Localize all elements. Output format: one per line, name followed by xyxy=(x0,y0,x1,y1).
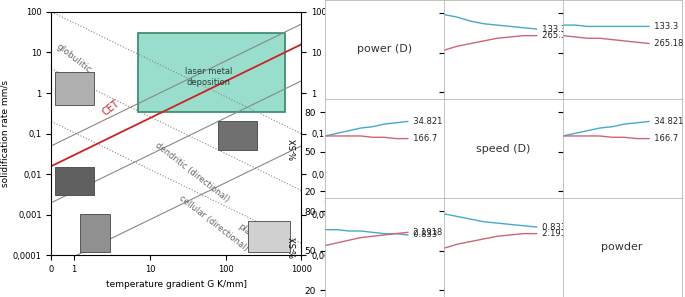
Text: %-SX: %-SX xyxy=(339,3,349,29)
Text: 265.18: 265.18 xyxy=(649,39,684,48)
Text: 0.833: 0.833 xyxy=(536,222,566,232)
Text: 166.7: 166.7 xyxy=(408,134,437,143)
Text: power (D): power (D) xyxy=(357,45,412,55)
Text: 166.7: 166.7 xyxy=(649,134,678,143)
Text: 2.1918: 2.1918 xyxy=(536,229,571,238)
Text: 2.1918: 2.1918 xyxy=(408,228,442,237)
Polygon shape xyxy=(249,221,290,252)
Text: 34.821: 34.821 xyxy=(649,117,684,126)
Polygon shape xyxy=(219,121,257,150)
Polygon shape xyxy=(138,33,284,112)
Text: CET: CET xyxy=(100,98,121,118)
Y-axis label: %-SX: %-SX xyxy=(290,138,299,159)
Text: speed (D): speed (D) xyxy=(476,143,531,154)
Text: 0.833: 0.833 xyxy=(408,230,437,239)
Text: 265.18: 265.18 xyxy=(536,31,571,40)
X-axis label: temperature gradient G K/mm]: temperature gradient G K/mm] xyxy=(106,280,247,289)
Y-axis label: solidification rate mm/s: solidification rate mm/s xyxy=(1,80,10,187)
Polygon shape xyxy=(55,167,95,195)
Text: cellular (directional): cellular (directional) xyxy=(177,194,249,253)
Text: 133.3: 133.3 xyxy=(649,22,678,31)
Text: planar: planar xyxy=(236,222,263,245)
Polygon shape xyxy=(80,214,110,252)
Text: 133.3: 133.3 xyxy=(536,25,566,34)
Text: dendritic (directional): dendritic (directional) xyxy=(153,141,231,204)
Text: %-SX: %-SX xyxy=(339,93,349,118)
Text: %-SX: %-SX xyxy=(339,40,349,65)
Y-axis label: %-SX: %-SX xyxy=(290,236,299,258)
Text: laser metal
deposition: laser metal deposition xyxy=(185,67,232,87)
Text: globulitic: globulitic xyxy=(55,42,93,75)
Polygon shape xyxy=(55,72,95,105)
Text: powder: powder xyxy=(601,242,643,252)
Text: 34.821: 34.821 xyxy=(408,117,443,126)
